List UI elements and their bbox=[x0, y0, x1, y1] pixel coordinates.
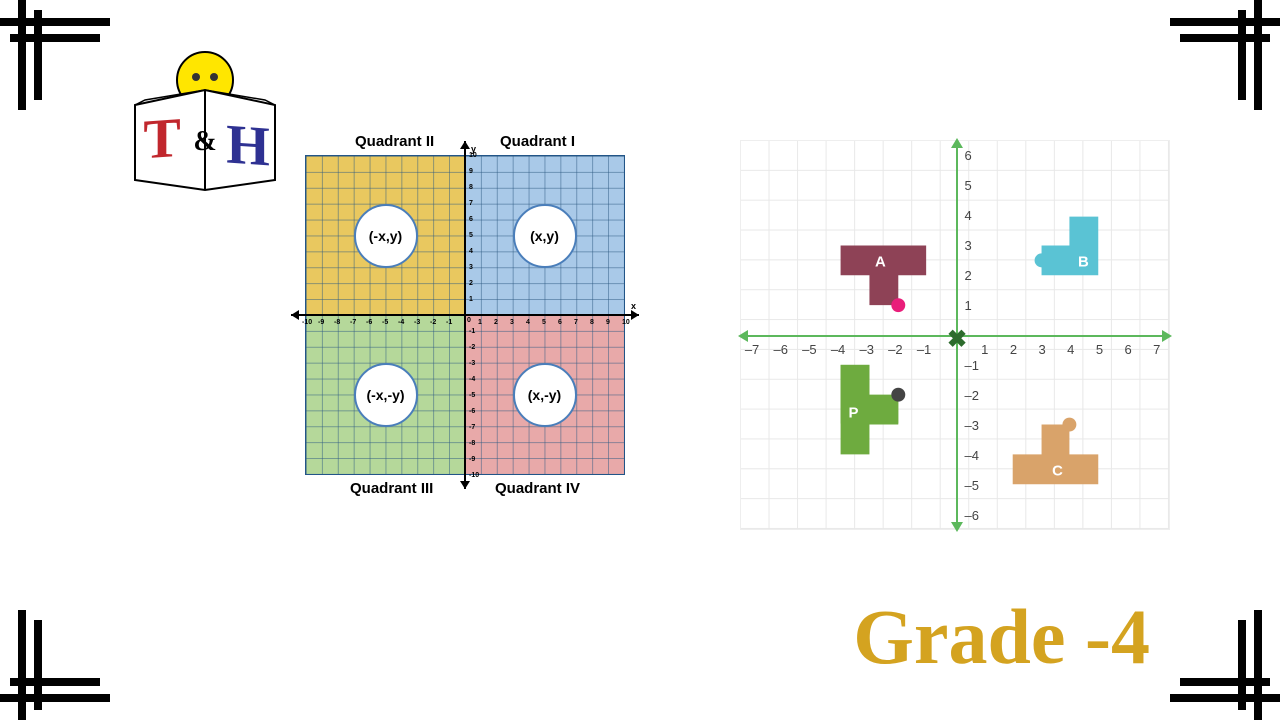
shape-A-dot bbox=[891, 298, 905, 312]
shape-A: A bbox=[841, 245, 927, 312]
corner-bl bbox=[0, 610, 110, 720]
th-logo: T & H bbox=[120, 45, 290, 195]
svg-text:A: A bbox=[875, 253, 886, 270]
shapes-chart: ✖ –7–6–5–4–3–2–11234567123456–1–2–3–4–5–… bbox=[740, 140, 1170, 530]
quadrant-2-title: Quadrant II bbox=[355, 133, 434, 150]
shape-B-dot bbox=[1035, 253, 1049, 267]
quadrant-3: (-x,-y) bbox=[306, 315, 465, 474]
svg-text:T: T bbox=[143, 107, 180, 172]
corner-tr bbox=[1170, 0, 1280, 110]
q4-sign: (x,-y) bbox=[513, 363, 577, 427]
quadrant-grid: (-x,y) (x,y) (-x,-y) (x,-y) -10-10-9-9-8… bbox=[305, 155, 625, 475]
q3-sign: (-x,-y) bbox=[354, 363, 418, 427]
shape-C: C bbox=[1013, 418, 1099, 485]
shape-P: P bbox=[841, 365, 906, 455]
quadrant-3-title: Quadrant III bbox=[350, 480, 433, 497]
quadrant-2: (-x,y) bbox=[306, 156, 465, 315]
svg-text:&: & bbox=[193, 126, 216, 157]
quadrant-chart: Quadrant II Quadrant I (-x,y) (x,y) (-x,… bbox=[290, 125, 645, 545]
quadrant-4-title: Quadrant IV bbox=[495, 480, 580, 497]
shape-P-dot bbox=[891, 388, 905, 402]
svg-text:P: P bbox=[849, 405, 859, 422]
y-axis-label: y bbox=[471, 144, 476, 154]
corner-tl bbox=[0, 0, 110, 110]
svg-text:C: C bbox=[1052, 462, 1063, 479]
shape-C-dot bbox=[1062, 418, 1076, 432]
corner-br bbox=[1170, 610, 1280, 720]
svg-text:B: B bbox=[1078, 253, 1089, 270]
quadrant-1-title: Quadrant I bbox=[500, 133, 575, 150]
quadrant-4: (x,-y) bbox=[465, 315, 624, 474]
svg-text:H: H bbox=[226, 113, 270, 178]
shapes-svg: A B P C bbox=[741, 141, 1169, 529]
q1-sign: (x,y) bbox=[513, 204, 577, 268]
q2-sign: (-x,y) bbox=[354, 204, 418, 268]
grade-label: Grade -4 bbox=[853, 592, 1150, 682]
quadrant-1: (x,y) bbox=[465, 156, 624, 315]
shape-B: B bbox=[1035, 217, 1099, 276]
x-axis-label: x bbox=[631, 301, 636, 311]
